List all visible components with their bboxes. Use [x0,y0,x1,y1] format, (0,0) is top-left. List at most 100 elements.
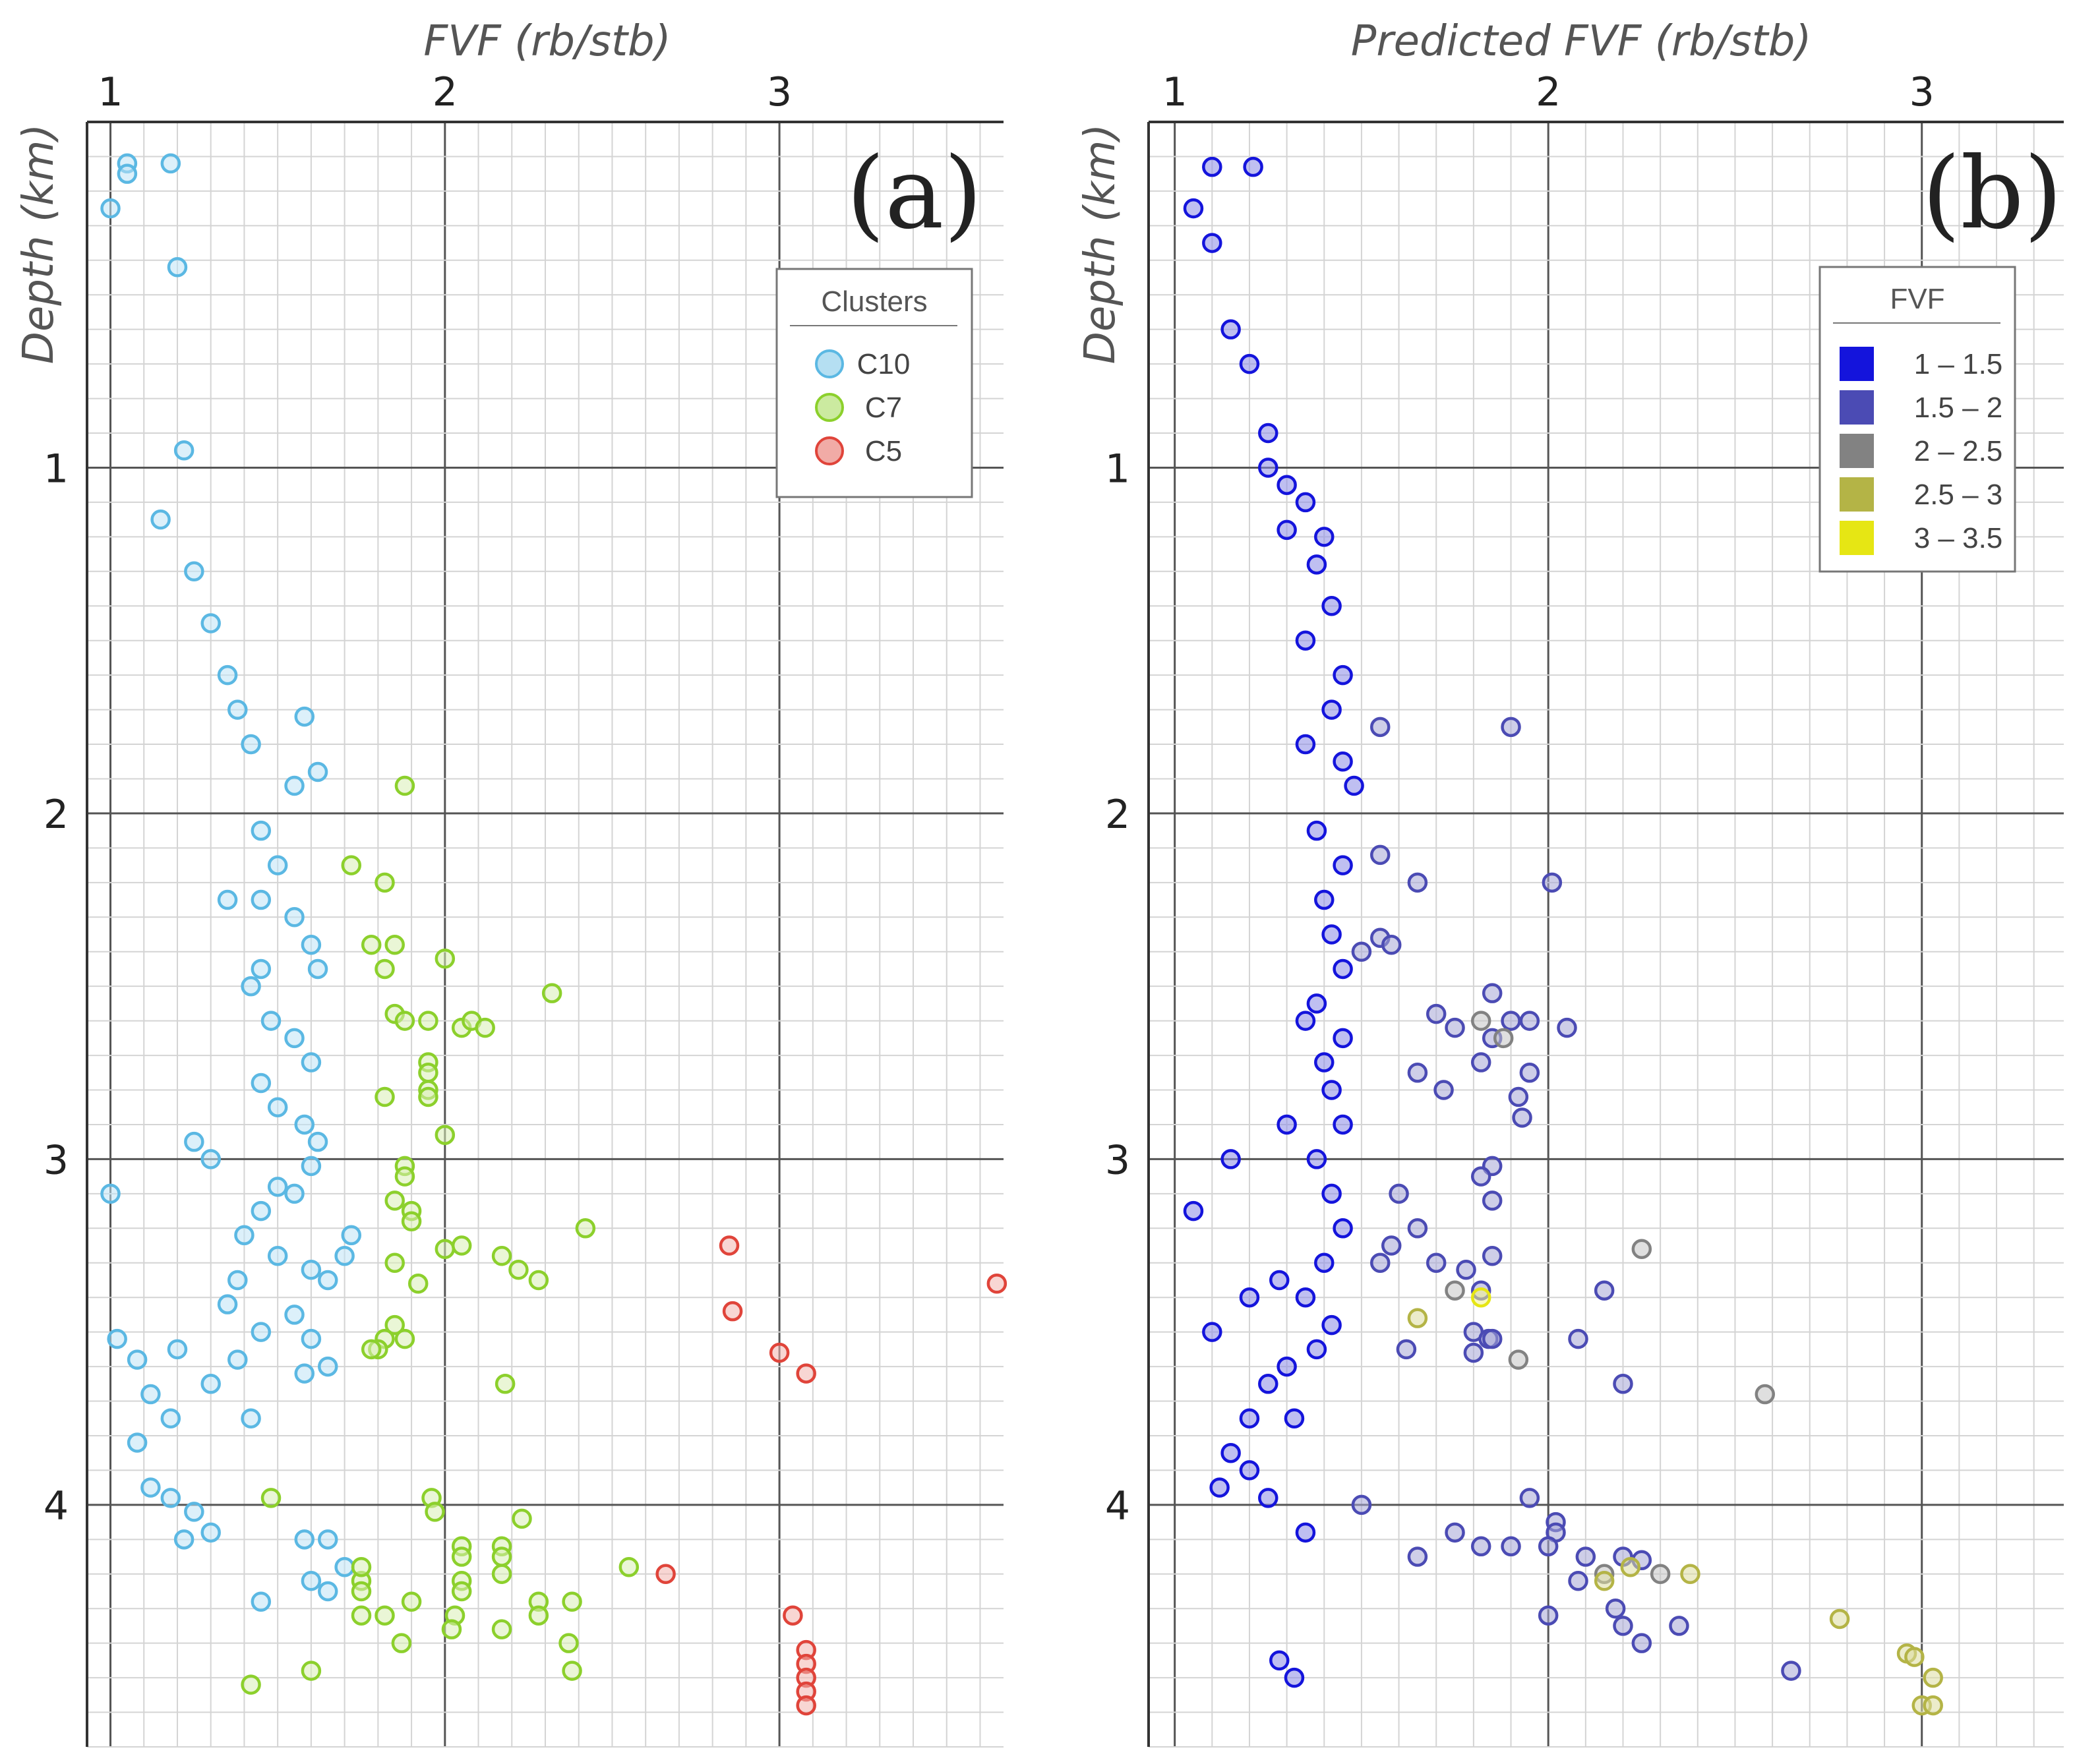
data-point [491,1619,512,1639]
data-point [1295,1522,1316,1543]
data-point [1575,1546,1596,1567]
data-point [1369,1252,1391,1273]
data-point [1680,1564,1700,1585]
x-tick-label: 2 [1536,69,1561,115]
data-point [234,1225,255,1246]
data-point [1284,1408,1305,1429]
data-point [160,153,181,174]
data-point [1829,1608,1850,1630]
data-point [1631,1239,1652,1260]
data-point [375,872,395,893]
data-point [284,907,305,927]
data-point [1306,820,1327,841]
data-point [528,1270,549,1291]
data-point [284,775,305,796]
data-point [1470,1052,1491,1073]
data-point [1321,1080,1342,1100]
data-point [351,1557,372,1577]
series-C7 [241,775,640,1695]
data-point [491,1246,512,1266]
data-point [1321,699,1342,720]
legend-title-b: FVF [1890,283,1944,315]
legend-swatch [1840,477,1874,512]
legend-swatch [1840,434,1874,468]
data-point [140,1477,161,1498]
series-2-2-5 [1445,1011,1776,1585]
data-point [173,440,195,461]
data-point [334,1246,355,1266]
data-point [418,1011,438,1031]
data-point [722,1301,743,1322]
data-point [1381,1235,1402,1256]
data-point [1501,1011,1521,1031]
data-point [394,775,415,796]
data-point [618,1557,640,1577]
data-point [117,163,138,184]
data-point [394,1328,415,1349]
data-point [307,958,328,980]
data-point [341,1225,362,1246]
x-tick-label: 2 [433,69,458,115]
data-point [1557,1017,1577,1038]
data-point [375,958,395,980]
x-tick-label: 1 [1162,69,1187,115]
legend-marker [815,393,844,422]
data-point [1321,924,1342,945]
data-point [217,1294,238,1314]
data-point [1650,1564,1671,1585]
data-point [260,1011,282,1031]
data-point [301,1661,322,1681]
y-tick-labels-a: 1 2 3 4 [44,446,69,1529]
data-point [719,1235,740,1256]
data-point [1306,993,1327,1014]
data-point [217,889,238,910]
data-point [267,1246,288,1266]
data-point [284,1028,305,1049]
data-point [267,855,288,875]
legend-swatch [1840,521,1874,555]
data-point [1306,1339,1327,1360]
data-point [1613,1616,1633,1636]
data-point [1239,1460,1260,1481]
data-point [1333,1114,1353,1135]
data-point [341,855,362,875]
data-point [1333,751,1353,772]
data-point [491,1546,512,1567]
data-point [1295,630,1316,651]
data-point [1321,596,1342,616]
data-point [1456,1259,1476,1280]
data-point [1482,1246,1503,1266]
data-point [1258,1488,1278,1508]
data-point [1568,1328,1588,1349]
legend-marker [815,349,844,378]
data-point [1239,353,1260,374]
data-point [1243,156,1263,177]
data-point [1220,319,1241,339]
data-point [1407,1063,1428,1083]
data-point [1239,1287,1260,1308]
y-tick-label: 4 [44,1483,69,1529]
data-point [351,1605,372,1626]
data-point [1538,1536,1559,1557]
data-point [1333,958,1353,980]
data-point [241,976,261,997]
data-point [1470,1287,1491,1308]
data-point [1258,1374,1278,1394]
data-point [1183,1200,1204,1221]
data-point [100,1183,121,1204]
data-point [1482,1328,1503,1349]
data-point [1314,889,1335,910]
data-point [1314,1252,1335,1273]
legend-label: 2.5 – 3 [1914,479,2003,511]
data-point [1482,983,1503,1003]
y-tick-label: 4 [1105,1483,1130,1529]
data-point [1407,872,1428,893]
y-axis-title-b: Depth (km) [1076,124,1125,365]
data-point [294,706,315,727]
data-point [418,1086,438,1107]
data-point [1333,1218,1353,1239]
data-point [1923,1667,1943,1688]
legend-a: Clusters C10 C7 C5 [775,268,973,498]
data-point [294,1529,315,1550]
data-point [1519,1011,1540,1031]
